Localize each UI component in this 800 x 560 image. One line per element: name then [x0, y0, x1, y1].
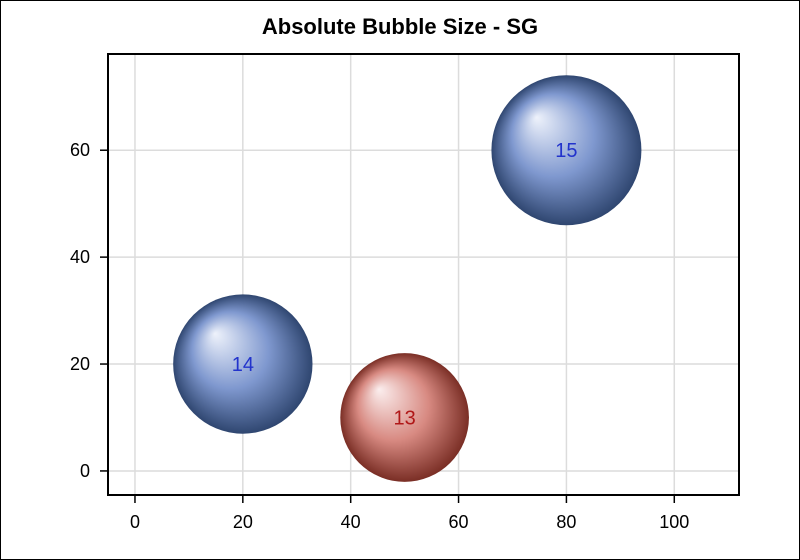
bubble [340, 353, 469, 482]
bubble-label: 15 [555, 140, 577, 162]
bubbles: 14 13 15 [173, 75, 642, 482]
x-tick-label: 40 [341, 512, 361, 532]
x-tick-label: 80 [556, 512, 576, 532]
y-tick-label: 60 [70, 140, 90, 160]
bubble-label: 14 [232, 354, 254, 376]
bubble [491, 75, 642, 226]
y-tick-label: 0 [80, 461, 90, 481]
bubble-label: 13 [393, 407, 415, 429]
x-tick-label: 20 [233, 512, 253, 532]
x-tick-label: 60 [449, 512, 469, 532]
y-tick-label: 20 [70, 354, 90, 374]
y-tick-label: 40 [70, 247, 90, 267]
x-tick-label: 0 [130, 512, 140, 532]
axes: 0 20 40 60 80 100 0 20 40 60 [70, 140, 689, 532]
plot-area-border [107, 53, 740, 496]
bubble [173, 294, 313, 434]
chart-title: Absolute Bubble Size - SG [261, 14, 539, 39]
x-tick-label: 100 [659, 512, 689, 532]
